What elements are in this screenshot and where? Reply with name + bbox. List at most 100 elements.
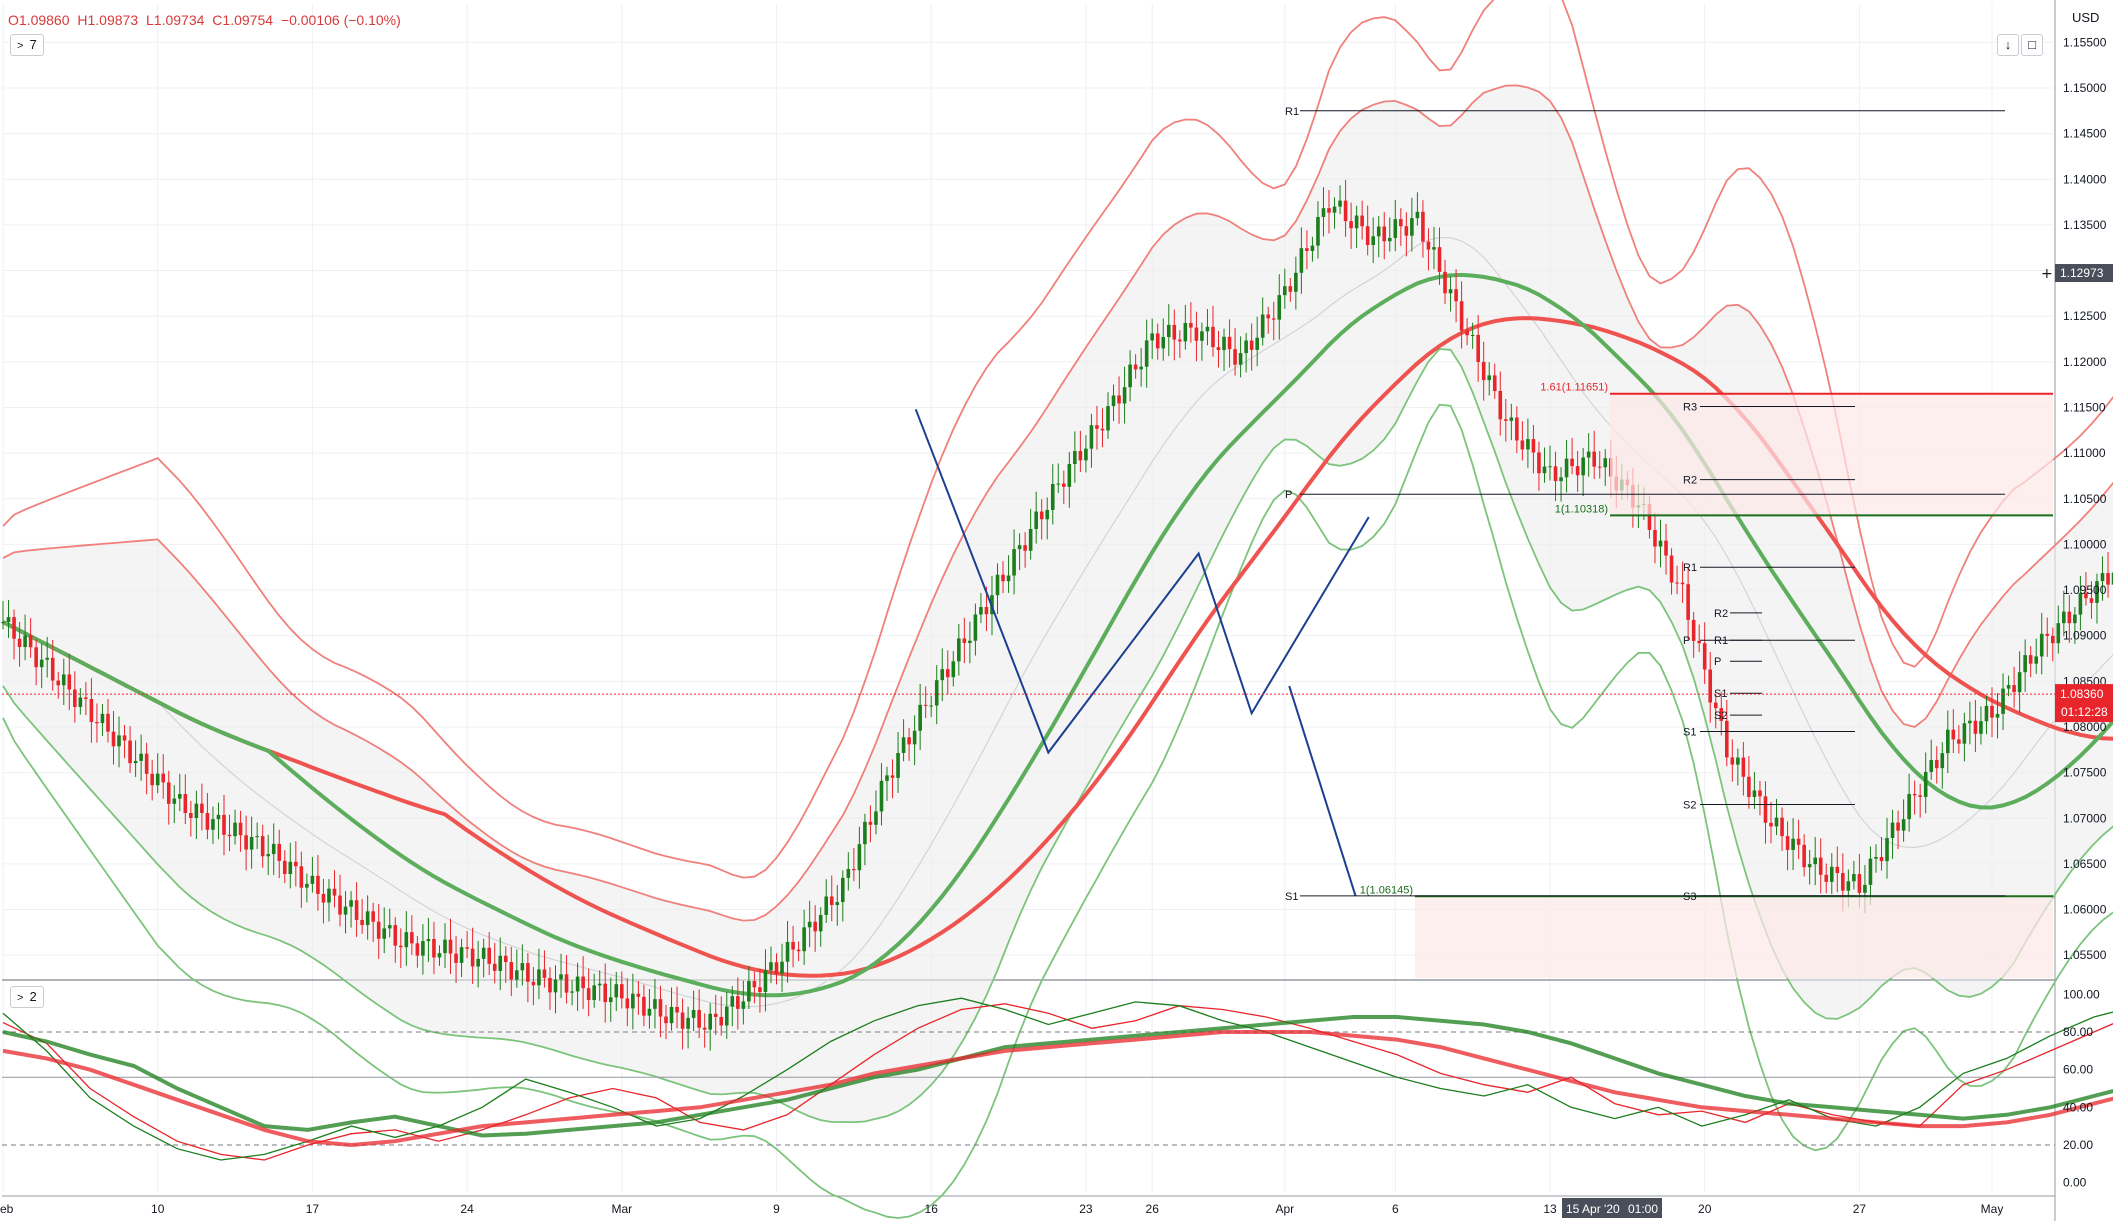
candle bbox=[73, 671, 77, 723]
candle bbox=[288, 842, 293, 889]
candle bbox=[1376, 216, 1381, 258]
candle-body bbox=[161, 773, 166, 783]
candle-body bbox=[515, 970, 519, 980]
candle bbox=[1868, 846, 1873, 905]
bollinger-band-fill bbox=[3, 85, 2113, 1123]
candle bbox=[1039, 499, 1044, 540]
candle-body bbox=[1133, 364, 1138, 370]
candle bbox=[846, 852, 851, 891]
candle-body bbox=[2045, 633, 2050, 636]
time-tick-label: Apr bbox=[1275, 1202, 1294, 1216]
candle-body bbox=[1106, 406, 1110, 431]
candle bbox=[973, 603, 978, 656]
candle bbox=[614, 971, 619, 1011]
price-tick-label: 1.11000 bbox=[2063, 446, 2106, 460]
candle-body bbox=[747, 981, 751, 1002]
candle-body bbox=[741, 1001, 746, 1009]
candle bbox=[1664, 523, 1668, 575]
candle-body bbox=[1327, 208, 1331, 213]
candle-body bbox=[1896, 822, 1900, 831]
candle bbox=[349, 891, 353, 928]
candle bbox=[1829, 853, 1834, 895]
candle bbox=[653, 978, 657, 1029]
candle bbox=[178, 773, 182, 812]
oscillator-pane-indicators-toggle[interactable]: >2 bbox=[10, 986, 44, 1008]
candle-body bbox=[2056, 623, 2061, 644]
candle bbox=[1758, 780, 1762, 816]
candle-body bbox=[166, 782, 171, 804]
fib-zone-lower bbox=[1415, 896, 2053, 978]
candle bbox=[266, 834, 270, 875]
candle bbox=[1747, 755, 1751, 809]
candle bbox=[1233, 328, 1237, 376]
candle bbox=[1874, 844, 1878, 873]
candle bbox=[1730, 739, 1735, 782]
candle-body bbox=[912, 730, 917, 745]
candle-body bbox=[1084, 448, 1088, 461]
candle bbox=[1923, 752, 1928, 814]
candle-body bbox=[1399, 219, 1403, 227]
candle-body bbox=[1023, 545, 1027, 551]
candle bbox=[1990, 687, 1994, 738]
crosshair-price-tag-bg bbox=[2055, 264, 2113, 283]
candle-body bbox=[1266, 314, 1271, 319]
candle bbox=[216, 802, 221, 840]
candle bbox=[2034, 638, 2038, 674]
arrow-down-icon[interactable]: ↓ bbox=[1997, 34, 2019, 56]
candle-body bbox=[410, 932, 414, 944]
candle-body bbox=[890, 775, 895, 778]
candle-body bbox=[1498, 391, 1503, 420]
candle bbox=[791, 925, 795, 968]
candle bbox=[39, 643, 44, 689]
candle-body bbox=[1233, 349, 1237, 365]
candle-body bbox=[2050, 635, 2055, 644]
candle-body bbox=[1829, 866, 1834, 882]
candle-body bbox=[216, 814, 221, 820]
upper-band-outer bbox=[2, 0, 2113, 879]
main-pane-indicators-toggle[interactable]: >7 bbox=[10, 34, 44, 56]
candle-body bbox=[669, 1006, 674, 1024]
candle bbox=[1852, 860, 1856, 890]
candle bbox=[901, 719, 906, 762]
candle bbox=[1006, 555, 1011, 593]
candle-body bbox=[2095, 581, 2099, 603]
candle bbox=[951, 651, 956, 687]
candle-body bbox=[1769, 822, 1773, 827]
candle bbox=[1796, 819, 1801, 860]
candle bbox=[1299, 227, 1304, 294]
fullscreen-icon[interactable]: □ bbox=[2021, 34, 2043, 56]
candle-body bbox=[327, 888, 331, 903]
candle-body bbox=[874, 811, 878, 825]
candle bbox=[1741, 741, 1746, 796]
candle-body bbox=[1426, 241, 1431, 250]
candle bbox=[1802, 834, 1806, 877]
candle-body bbox=[222, 814, 226, 835]
candle-body bbox=[2078, 593, 2083, 615]
candle-body bbox=[957, 638, 961, 662]
candle-body bbox=[1216, 347, 1221, 350]
candle bbox=[211, 806, 215, 844]
candle bbox=[802, 909, 806, 965]
candle-body bbox=[1863, 884, 1867, 893]
candle bbox=[1708, 651, 1713, 723]
candle bbox=[100, 703, 105, 736]
candle bbox=[957, 623, 961, 676]
candle-body bbox=[1310, 245, 1315, 251]
candle bbox=[23, 614, 27, 661]
candle bbox=[570, 980, 574, 1006]
candle bbox=[537, 948, 541, 1000]
candle bbox=[1100, 408, 1105, 448]
fib-zone-upper bbox=[1610, 393, 2053, 516]
candle-body bbox=[1586, 451, 1591, 458]
candle bbox=[1316, 201, 1320, 259]
candle bbox=[542, 950, 547, 988]
candle bbox=[227, 814, 232, 852]
candle bbox=[399, 928, 403, 969]
candle-body bbox=[509, 962, 514, 980]
candle bbox=[1498, 371, 1503, 436]
candle bbox=[553, 965, 558, 1014]
candle bbox=[531, 967, 536, 1006]
candle-body bbox=[227, 834, 232, 837]
candle bbox=[1465, 318, 1469, 346]
